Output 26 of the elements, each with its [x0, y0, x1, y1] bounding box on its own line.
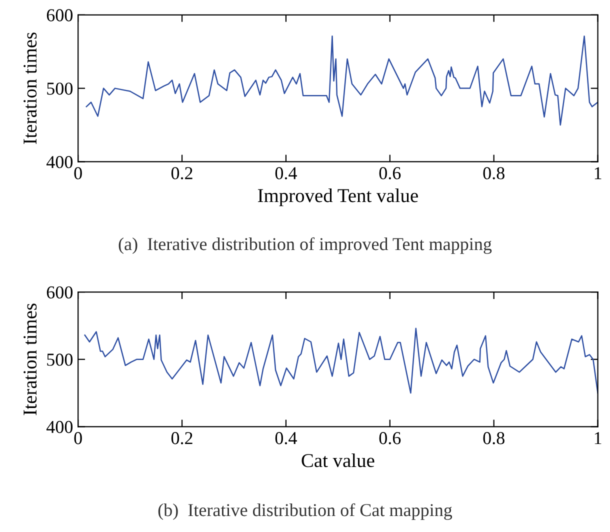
x-tick-label: 0.6 [379, 432, 401, 444]
y-tick-label: 600 [46, 9, 73, 22]
x-axis-title: Cat value [302, 453, 374, 468]
x-tick-label: 0.8 [483, 432, 504, 444]
x-tick-label: 1 [594, 167, 602, 180]
x-tick-label: 0.8 [483, 167, 504, 180]
line-series [86, 36, 598, 126]
x-tick-label: 0 [74, 432, 82, 444]
y-tick-label: 400 [46, 420, 73, 434]
x-tick-label: 0.6 [379, 167, 401, 180]
y-tick-label: 500 [47, 82, 73, 95]
x-tick-label: 0 [74, 167, 82, 180]
y-tick-label: 600 [46, 286, 73, 299]
text: (a) Iterative distribution of improved Tent mapping [118, 237, 492, 254]
y-axis-title: Iteration times [24, 304, 37, 416]
x-tick-label: 0.2 [171, 167, 192, 180]
x-tick-label: 0.4 [275, 167, 297, 180]
x-axis-title: Improved Tent value [258, 188, 418, 206]
x-tick-label: 0.2 [171, 432, 192, 444]
y-tick-label: 500 [47, 354, 73, 366]
y-tick-label: 400 [46, 156, 73, 168]
y-axis-title: Iteration times [24, 32, 37, 144]
x-tick-label: 1 [594, 432, 602, 444]
x-tick-label: 0.4 [275, 432, 297, 444]
line-series [84, 328, 598, 394]
text: (b) Iterative distribution of Cat mapping [158, 503, 452, 520]
